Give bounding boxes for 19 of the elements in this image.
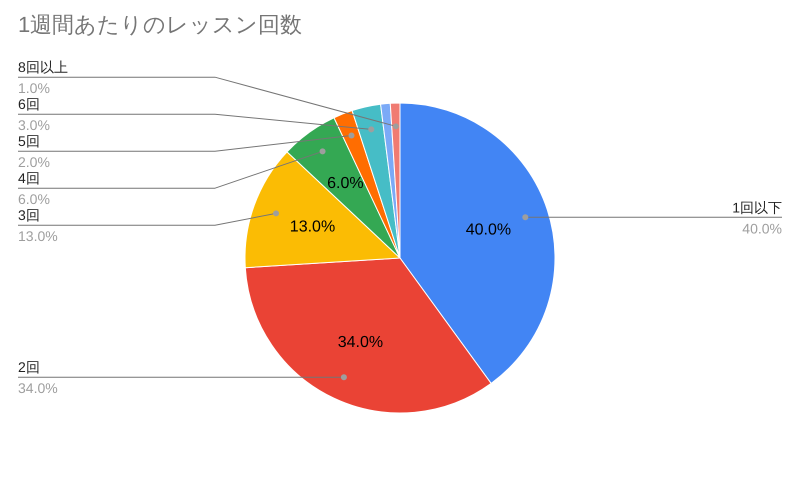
slice-label: 3回: [18, 207, 40, 224]
text: 13.0%: [18, 228, 58, 244]
data-label: 40.0%: [466, 220, 512, 238]
data-label: 1.0%: [18, 80, 50, 96]
slice-label: 4回: [18, 170, 40, 186]
text: 6.0%: [18, 191, 50, 208]
data-label: 34.0%: [338, 334, 384, 351]
slice-label: 1回以下: [732, 199, 782, 216]
data-label: 2.0%: [18, 154, 50, 170]
chart-title: 1週間あたりのレッスン回数: [18, 11, 302, 39]
slice-label: 2回: [18, 359, 40, 376]
data-label: 13.0%: [290, 218, 336, 235]
slice-label: 6回: [18, 96, 40, 112]
data-label: 6.0%: [327, 174, 364, 192]
text: 40.0%: [742, 220, 782, 236]
data-label: 3.0%: [18, 117, 50, 134]
slice-label: 8回以上: [18, 59, 68, 76]
slice-label: 5回: [18, 133, 40, 150]
text: 34.0%: [18, 380, 58, 396]
